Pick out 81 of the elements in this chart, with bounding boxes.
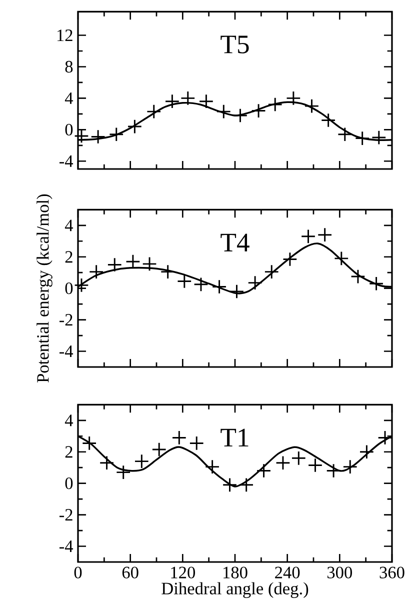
point [334,251,349,266]
point [107,257,122,272]
y-tick-label: -4 [59,346,74,357]
text: T5 [220,36,249,54]
x-axis-title: Dihedral angle (deg.) [162,582,308,598]
y-tick-label: 4 [64,414,74,426]
point [108,126,124,142]
y-tick-label: 12 [57,30,72,42]
x-tick-label: 240 [275,566,300,578]
y-tick-label: -4 [59,155,74,167]
y-tick-label: -2 [59,509,72,521]
point [291,450,306,466]
point [350,269,366,284]
y-tick-label: 0 [65,477,73,490]
x-tick-label: 60 [122,566,138,578]
y-axis-title: Potential energy (kcal/mol) [36,194,52,382]
point [194,277,208,292]
x-tick-label: 180 [224,566,248,578]
point [126,254,140,269]
y-tick-label: 8 [65,60,73,73]
point [264,264,280,280]
y-tick-label: -2 [59,314,72,326]
text: T1 [220,428,248,446]
y-tick-label: 4 [64,92,74,104]
point [160,264,176,280]
y-tick-label: 2 [65,251,72,263]
y-tick-label: 4 [64,220,74,232]
point [74,128,89,144]
point [177,274,192,289]
y-tick-label: 0 [65,282,73,294]
x-tick-label: 0 [74,566,82,578]
point [152,442,167,457]
point [276,455,290,470]
point [116,464,131,480]
y-tick-label: 2 [65,446,72,458]
point [229,284,244,299]
point [172,430,187,446]
point [286,90,301,106]
x-tick-label: 300 [327,566,352,578]
point [164,94,180,109]
point [300,229,316,244]
point [99,455,114,470]
point [212,279,227,294]
point [342,459,358,474]
point [359,444,374,460]
point [142,256,157,272]
point [251,103,266,118]
y-tick-label: 0 [65,124,73,136]
point [88,264,104,280]
point [146,104,162,119]
point [372,130,386,145]
point [74,278,89,293]
text: T4 [220,234,250,252]
point [282,252,298,267]
point [308,458,323,473]
point [354,130,370,146]
point [320,112,336,128]
point [198,94,214,109]
point [304,98,320,114]
point [180,90,196,106]
x-tick-label: 360 [380,566,404,578]
point [326,463,341,478]
point [82,436,97,451]
point [268,97,283,112]
x-tick-label: 120 [171,566,196,578]
point [134,454,150,469]
point [378,430,392,446]
point [189,436,204,451]
point [337,126,352,142]
point [238,478,254,492]
point [204,459,220,474]
point [232,108,248,123]
point [248,275,262,290]
point [216,104,232,119]
y-tick-label: -4 [59,540,74,552]
point [317,227,332,242]
point [368,276,384,292]
point [256,463,272,478]
point [222,478,238,492]
point [90,129,106,144]
point [127,119,142,134]
